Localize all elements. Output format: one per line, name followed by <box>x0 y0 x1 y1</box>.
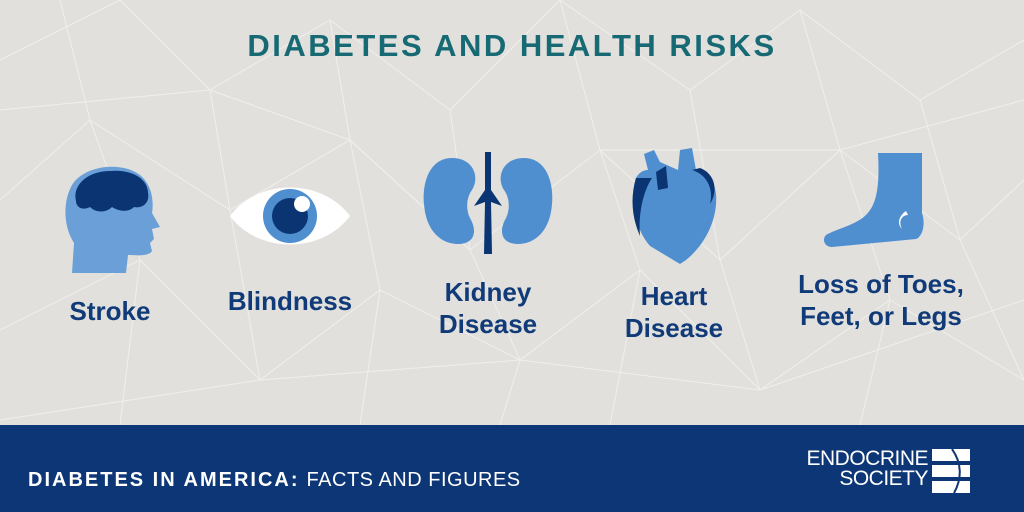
page-title: DIABETES AND HEALTH RISKS <box>247 28 777 63</box>
risk-label-loss-of-limbs: Loss of Toes, Feet, or Legs <box>798 269 964 331</box>
eye-icon <box>230 187 350 245</box>
background-pattern <box>0 0 1024 425</box>
series-title: DIABETES IN AMERICA: FACTS AND FIGURES <box>28 469 521 492</box>
series-title-bold: DIABETES IN AMERICA: <box>28 469 300 491</box>
logo-line2: SOCIETY <box>839 467 928 490</box>
risk-label-blindness: Blindness <box>227 286 353 316</box>
logo-text: ENDOCRINE SOCIETY <box>748 447 928 490</box>
risk-label-stroke: Stroke <box>69 296 151 326</box>
logo-line1: ENDOCRINE <box>806 447 928 470</box>
foot-icon <box>824 153 924 247</box>
risk-label-heart-disease: Heart Disease <box>624 281 724 343</box>
risk-label-kidney-disease: Kidney Disease <box>438 277 538 339</box>
heart-icon <box>632 148 717 264</box>
series-title-light: FACTS AND FIGURES <box>306 469 521 491</box>
endocrine-society-logo: ENDOCRINE SOCIETY <box>800 448 970 493</box>
footer-bar: DIABETES IN AMERICA: FACTS AND FIGURES E… <box>0 425 1024 512</box>
kidneys-icon <box>423 152 553 254</box>
logo-mark-icon <box>932 449 970 493</box>
head-brain-icon <box>65 166 160 273</box>
